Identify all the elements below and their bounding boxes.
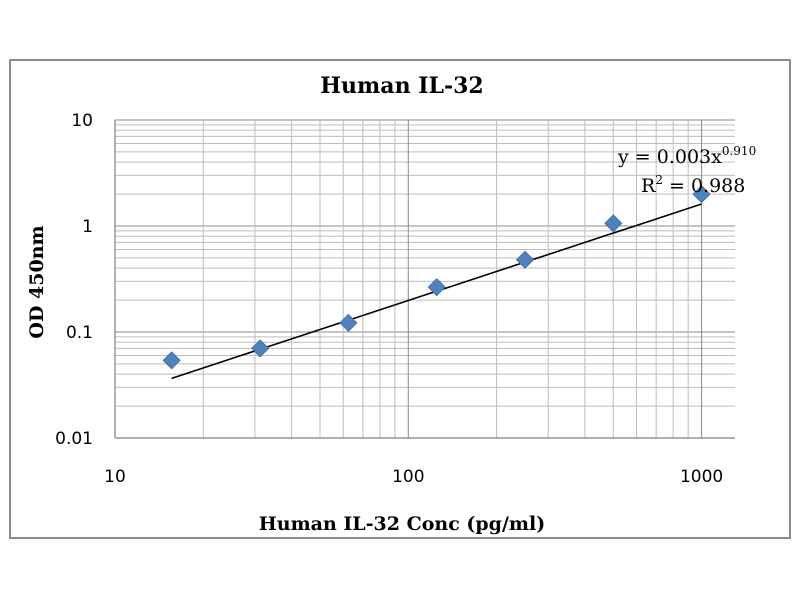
- trend-r-squared: R2 = 0.988: [641, 173, 745, 197]
- r2-value: = 0.988: [663, 175, 745, 197]
- x-tick-label: 10: [104, 467, 126, 487]
- y-tick-label: 0.1: [66, 323, 93, 343]
- y-axis-title: OD 450nm: [26, 225, 48, 338]
- data-point: [427, 278, 446, 297]
- trend-equation-base: y = 0.003x: [617, 146, 722, 168]
- x-axis-title: Human IL-32 Conc (pg/ml): [259, 513, 545, 535]
- y-tick-label: 1: [82, 217, 93, 237]
- chart-frame: [9, 59, 791, 539]
- chart-title: Human IL-32: [320, 73, 483, 99]
- data-point: [515, 250, 535, 269]
- trend-equation-exponent: 0.910: [722, 144, 756, 158]
- data-points: [162, 185, 711, 370]
- tick-labels: 10 100 1000 0.01 0.1 1 10: [55, 111, 723, 487]
- data-point: [604, 214, 623, 233]
- r2-prefix: R: [641, 175, 656, 197]
- trend-equation: y = 0.003x0.910: [617, 144, 756, 168]
- data-point: [251, 339, 270, 358]
- x-tick-label: 100: [392, 467, 424, 487]
- data-point: [162, 351, 181, 370]
- axes: [114, 120, 735, 439]
- data-point: [692, 185, 711, 204]
- y-tick-label: 0.01: [55, 429, 93, 449]
- data-point: [339, 313, 358, 332]
- y-tick-label: 10: [71, 111, 93, 131]
- x-tick-label: 1000: [680, 467, 723, 487]
- r2-superscript: 2: [655, 173, 663, 187]
